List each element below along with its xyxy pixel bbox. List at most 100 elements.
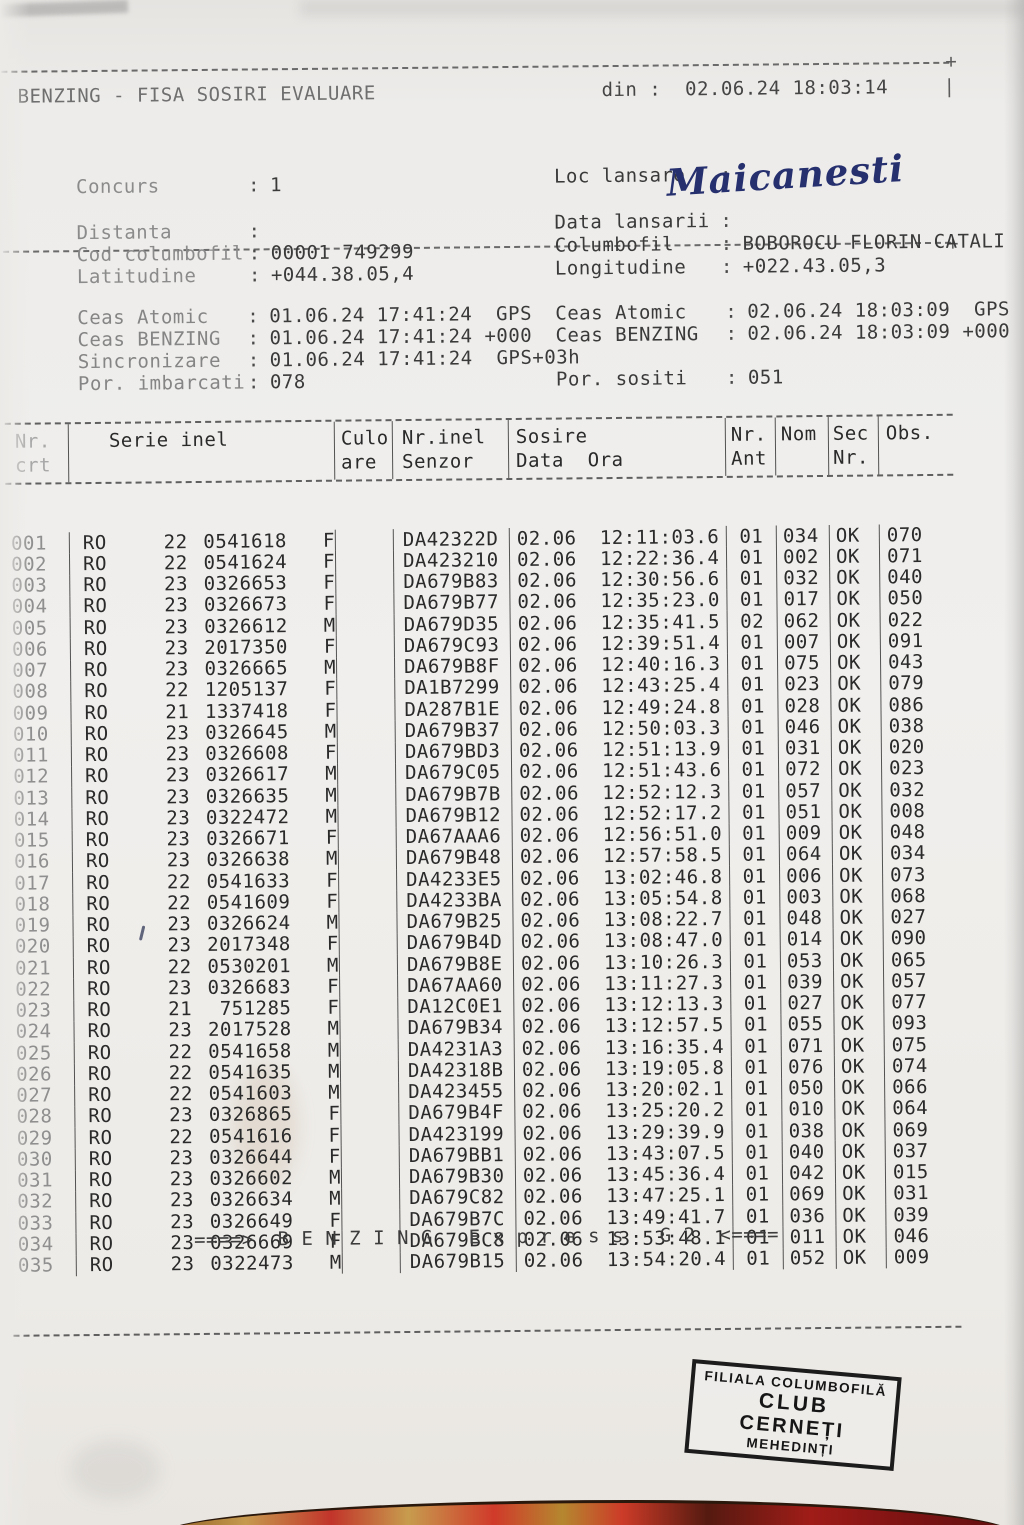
cell-nom: 048 [780, 907, 834, 930]
cell-sec: OK [833, 906, 884, 929]
club-stamp: FILIALA COLUMBOFILĂ CLUB CERNEȚI MEHEDIN… [684, 1359, 902, 1471]
cell-obs: 008 [889, 799, 926, 822]
cell-nr-crt: 013 [8, 787, 73, 810]
cell-culoare [340, 1039, 399, 1061]
cell-sosire: 02.06 13:12:57.5 [514, 1014, 732, 1038]
cell-sosire: 02.06 12:35:23.0 [510, 589, 728, 614]
cell-serie-inel: RO 23 0326653 F [70, 572, 337, 596]
cell-serie-inel: RO 22 0541635 M [74, 1060, 342, 1085]
cell-obs: 077 [891, 991, 928, 1014]
cell-sosire: 02.06 12:35:41.5 [510, 610, 728, 635]
cell-culoare [340, 996, 399, 1019]
cell-sosire: 02.06 12:57:58.5 [512, 844, 731, 868]
cell-nr-ant: 01 [727, 567, 778, 590]
cell-nr-ant: 01 [730, 907, 781, 930]
cell-culoare [337, 720, 396, 743]
cell-sec: OK [833, 949, 885, 972]
table-body: 001 RO 22 0541618 F DA42322D 02.06 12:11:03.… [5, 524, 961, 1277]
paper-stain-bottom [70, 1440, 160, 1500]
cell-nom: 072 [778, 758, 833, 781]
cell-obs: 027 [890, 906, 927, 929]
cell-nr-crt: 014 [8, 808, 73, 831]
cell-obs: 073 [889, 863, 927, 886]
cell-obs: 071 [886, 544, 923, 567]
cell-serie-inel: RO 22 0541609 F [73, 890, 340, 915]
cell-nom: 014 [780, 928, 834, 951]
cell-nr-ant: 01 [731, 1035, 782, 1058]
cell-culoare [340, 1017, 399, 1040]
cell-nr-crt: 010 [7, 723, 72, 746]
cell-obs: 022 [887, 608, 924, 631]
cell-serie-inel: RO 23 0326865 F [75, 1103, 342, 1128]
cell-nr-ant: 01 [728, 716, 779, 739]
cell-nr-crt: 028 [11, 1105, 76, 1128]
cell-serie-inel: RO 23 2017348 F [73, 933, 340, 958]
cell-nr-crt: 020 [9, 935, 74, 958]
cell-sosire: 02.06 13:25:20.2 [515, 1099, 733, 1123]
cell-sec: OK [836, 1246, 887, 1269]
cell-nom: 007 [777, 631, 831, 653]
cell-serie-inel: RO 23 0326665 M [70, 657, 338, 681]
cell-nr-crt: 009 [7, 702, 72, 725]
cell-sec: OK [832, 864, 884, 887]
cell-nr-crt: 032 [12, 1190, 77, 1213]
cell-senzor: DA679B30 [399, 1165, 517, 1188]
cell-serie-inel: RO 22 0541616 F [75, 1124, 342, 1149]
cell-obs: 086 [888, 693, 925, 716]
cell-obs: 091 [887, 629, 924, 652]
cell-nom: 076 [781, 1056, 836, 1078]
cell-obs: 020 [888, 736, 925, 759]
cell-nr-ant: 01 [730, 950, 782, 973]
cell-sosire: 02.06 13:20:02.1 [515, 1078, 733, 1102]
cell-serie-inel: RO 22 0541633 F [73, 869, 340, 894]
cell-culoare [338, 784, 397, 806]
cell-culoare [339, 932, 398, 955]
cell-sosire: 02.06 12:51:13.9 [511, 738, 729, 762]
cell-culoare [338, 826, 397, 849]
cell-senzor: DA679C05 [395, 761, 513, 785]
cell-nr-ant: 01 [729, 801, 780, 824]
separator-colon: : [247, 174, 261, 197]
cell-nr-crt: 022 [10, 978, 75, 1001]
cell-nr-ant: 01 [727, 652, 779, 675]
cell-serie-inel: RO 23 0326683 F [74, 975, 341, 1000]
col-header-obs: Obs. [885, 421, 934, 445]
scan-smudge-top [300, 0, 1024, 16]
cell-serie-inel: RO 23 0326638 M [72, 848, 340, 873]
cell-obs: 074 [891, 1054, 928, 1077]
cell-culoare [337, 699, 396, 721]
cell-nr-ant: 01 [728, 759, 780, 781]
cell-serie-inel: RO 23 0326634 M [76, 1188, 343, 1213]
cell-nom: 002 [776, 546, 831, 568]
cell-nom: 017 [777, 588, 831, 611]
cell-culoare [339, 869, 398, 891]
cell-sosire: 02.06 12:30:56.6 [510, 568, 728, 592]
cell-sosire: 02.06 13:47:25.1 [516, 1184, 734, 1208]
cell-senzor: DA679BB1 [399, 1144, 516, 1167]
table-header-row: Nr. crt Serie inel Culo are Nr.inel Senzor … [4, 413, 954, 485]
cell-obs: 066 [892, 1076, 929, 1099]
cell-nr-crt: 018 [9, 893, 74, 916]
col-header-culoare: Culo are [334, 421, 394, 480]
cell-senzor: DA679B34 [398, 1016, 515, 1040]
cell-senzor: DA679B48 [396, 846, 514, 870]
cell-senzor: DA679B4F [399, 1101, 516, 1125]
cell-nr-ant: 01 [730, 865, 781, 888]
cell-senzor: DA679B8F [394, 655, 512, 678]
cell-sosire: 02.06 12:22:36.4 [509, 547, 728, 571]
cell-nr-crt: 007 [6, 659, 72, 682]
cell-nr-crt: 008 [7, 680, 72, 703]
cell-serie-inel: RO 22 0541603 M [75, 1082, 342, 1106]
cell-senzor: DA679B7B [396, 782, 513, 806]
cell-sec: OK [830, 588, 881, 610]
cell-serie-inel: RO 22 0541658 M [74, 1039, 341, 1064]
col-header-sosire: Sosire Data Ora [508, 417, 727, 479]
cell-nom: 023 [778, 673, 832, 696]
cell-sosire: 02.06 12:43:25.4 [511, 674, 729, 699]
cell-sosire: 02.06 13:08:47.0 [513, 929, 731, 953]
cell-nr-ant: 01 [726, 525, 777, 548]
cell-senzor: DA1B7299 [395, 676, 512, 700]
cell-sec: OK [835, 1161, 887, 1184]
cell-sec: OK [832, 843, 883, 865]
